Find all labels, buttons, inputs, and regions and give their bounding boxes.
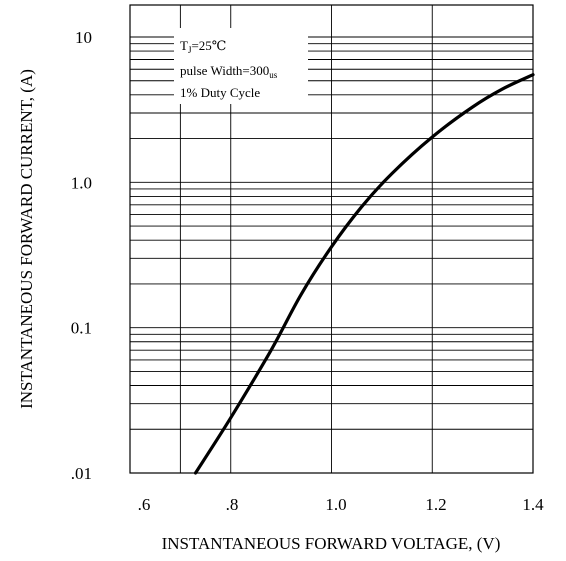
y-tick-label: 10	[75, 28, 92, 47]
y-axis-label: INSTANTANEOUS FORWARD CURRENT, (A)	[17, 69, 36, 409]
x-tick-label: 1.0	[325, 495, 346, 514]
y-tick-label: .01	[71, 464, 92, 483]
x-axis-tick-labels: .6 .8 1.0 1.2 1.4	[138, 495, 545, 514]
y-axis-tick-labels: .010.11.01020	[71, 28, 92, 483]
annotation-duty-cycle: 1% Duty Cycle	[180, 85, 260, 100]
annotation-pulse-width: pulse Width=300us	[180, 63, 278, 80]
x-axis-label: INSTANTANEOUS FORWARD VOLTAGE, (V)	[162, 534, 501, 553]
annotation-background	[174, 28, 308, 104]
y-tick-label: 0.1	[71, 319, 92, 338]
horizontal-gridlines	[130, 36, 533, 430]
x-tick-label: .6	[138, 495, 151, 514]
annotation-junction-temperature: TJ=25℃	[180, 38, 226, 55]
x-tick-label: 1.4	[522, 495, 544, 514]
x-tick-label: 1.2	[425, 495, 446, 514]
plot-area-frame	[129, 4, 534, 474]
x-tick-label: .8	[226, 495, 239, 514]
y-tick-label: 1.0	[71, 173, 92, 192]
forward-current-curve	[193, 73, 535, 475]
